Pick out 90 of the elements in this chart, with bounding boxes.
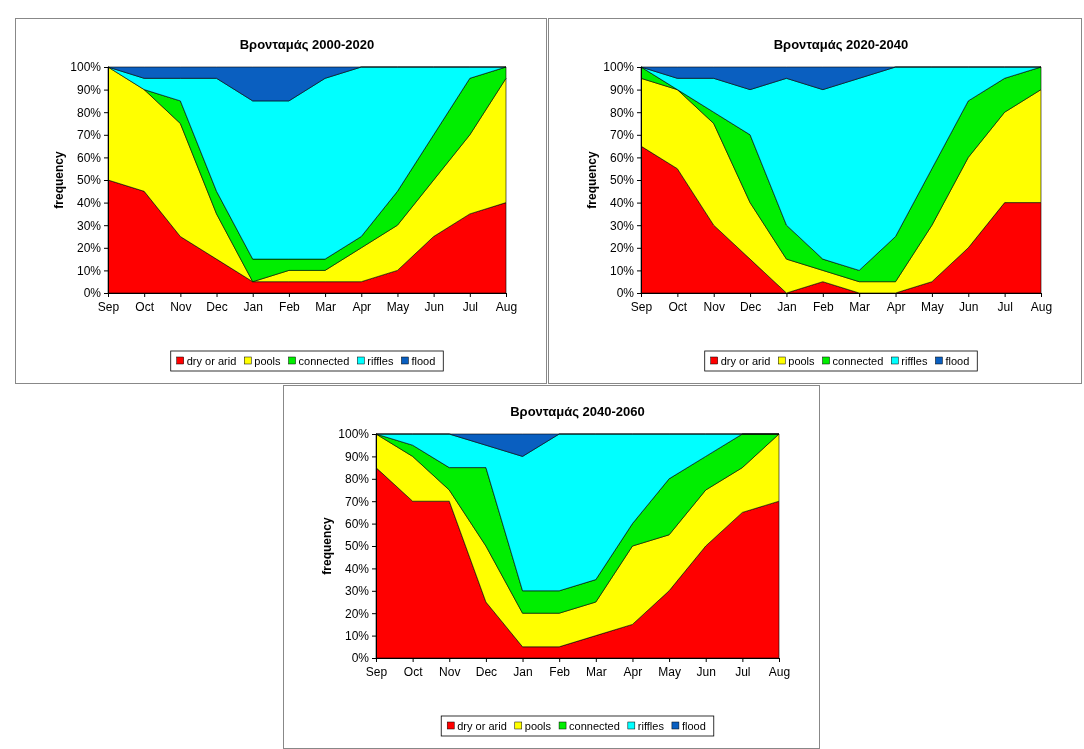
legend-label: flood <box>411 354 436 367</box>
y-tick-label: 100% <box>338 427 370 442</box>
y-tick-label: 80% <box>609 105 635 120</box>
legend-label: pools <box>254 354 282 367</box>
y-axis-title: frequency <box>52 151 66 209</box>
y-tick-label: 30% <box>609 218 635 233</box>
y-tick-label: 100% <box>603 60 635 75</box>
legend-label: connected <box>298 354 350 367</box>
y-tick-label: 10% <box>76 263 102 278</box>
x-tick-label: Jun <box>424 299 444 314</box>
y-tick-label: 0% <box>351 651 370 666</box>
y-tick-label: 80% <box>76 105 102 120</box>
x-tick-label: Sep <box>630 299 653 314</box>
y-tick-label: 100% <box>70 60 102 75</box>
x-tick-label: Mar <box>315 299 336 314</box>
x-tick-label: May <box>921 299 944 314</box>
x-tick-label: Apr <box>623 664 643 679</box>
y-tick-label: 60% <box>609 150 635 165</box>
y-tick-label: 70% <box>76 128 102 143</box>
y-tick-label: 70% <box>344 494 370 509</box>
x-tick-label: Aug <box>1030 299 1053 314</box>
y-tick-label: 60% <box>344 516 370 531</box>
x-tick-label: Jan <box>777 299 797 314</box>
y-tick-label: 50% <box>76 173 102 188</box>
y-tick-label: 90% <box>609 82 635 97</box>
x-tick-label: Jan <box>513 664 533 679</box>
legend-label: pools <box>524 719 552 732</box>
x-tick-label: Dec <box>475 664 498 679</box>
y-axis-title: frequency <box>320 517 334 575</box>
legend-label: riffles <box>637 719 665 732</box>
x-tick-label: Apr <box>886 299 906 314</box>
x-tick-label: Oct <box>135 299 155 314</box>
x-tick-label: Jul <box>735 664 751 679</box>
y-tick-label: 20% <box>344 606 370 621</box>
y-axis-title: frequency <box>585 151 599 209</box>
legend-label: dry or arid <box>186 354 237 367</box>
x-tick-label: May <box>386 299 410 314</box>
legend-label: riffles <box>367 354 394 367</box>
y-tick-label: 50% <box>609 173 635 188</box>
x-tick-label: Jul <box>462 299 478 314</box>
y-tick-label: 50% <box>344 539 370 554</box>
y-tick-label: 30% <box>76 218 102 233</box>
y-tick-label: 20% <box>609 241 635 256</box>
x-tick-label: Aug <box>495 299 518 314</box>
x-tick-label: Sep <box>365 664 388 679</box>
x-tick-label: Apr <box>352 299 372 314</box>
y-tick-label: 90% <box>76 82 102 97</box>
y-tick-label: 80% <box>344 472 370 487</box>
x-tick-label: Jun <box>696 664 716 679</box>
x-tick-label: Oct <box>403 664 424 679</box>
y-tick-label: 40% <box>76 195 102 210</box>
legend-label: riffles <box>901 354 928 367</box>
y-tick-label: 40% <box>344 561 370 576</box>
x-tick-label: Nov <box>170 299 192 314</box>
x-tick-label: Jun <box>959 299 979 314</box>
y-tick-label: 10% <box>609 263 635 278</box>
legend-label: connected <box>832 354 884 367</box>
x-tick-label: Dec <box>206 299 228 314</box>
y-tick-label: 70% <box>609 128 635 143</box>
x-tick-label: May <box>658 664 681 679</box>
legend-label: pools <box>788 354 816 367</box>
x-tick-label: Sep <box>97 299 120 314</box>
chart-title: Βρονταμάς 2020-2040 <box>773 37 909 52</box>
x-tick-label: Feb <box>279 299 301 314</box>
legend-label: flood <box>945 354 970 367</box>
x-tick-label: Nov <box>703 299 725 314</box>
y-tick-label: 20% <box>76 241 102 256</box>
x-tick-label: Aug <box>768 664 791 679</box>
legend-label: dry or arid <box>720 354 771 367</box>
x-tick-label: Jul <box>997 299 1013 314</box>
x-tick-label: Jan <box>243 299 263 314</box>
y-tick-label: 10% <box>344 628 370 643</box>
legend-label: flood <box>681 719 706 732</box>
y-tick-label: 0% <box>83 286 102 301</box>
legend-label: connected <box>569 719 620 732</box>
x-tick-label: Oct <box>668 299 688 314</box>
x-tick-label: Feb <box>812 299 834 314</box>
y-tick-label: 90% <box>344 449 370 464</box>
x-tick-label: Mar <box>585 664 607 679</box>
x-tick-label: Dec <box>739 299 762 314</box>
y-tick-label: 40% <box>609 195 635 210</box>
x-tick-label: Feb <box>549 664 571 679</box>
x-tick-label: Mar <box>849 299 871 314</box>
legend-label: dry or arid <box>457 719 507 732</box>
y-tick-label: 0% <box>616 286 635 301</box>
chart-title: Βρονταμάς 2000-2020 <box>239 37 375 52</box>
chart-title: Βρονταμάς 2040-2060 <box>510 404 645 419</box>
x-tick-label: Nov <box>439 664 461 679</box>
y-tick-label: 60% <box>76 150 102 165</box>
y-tick-label: 30% <box>344 584 370 599</box>
